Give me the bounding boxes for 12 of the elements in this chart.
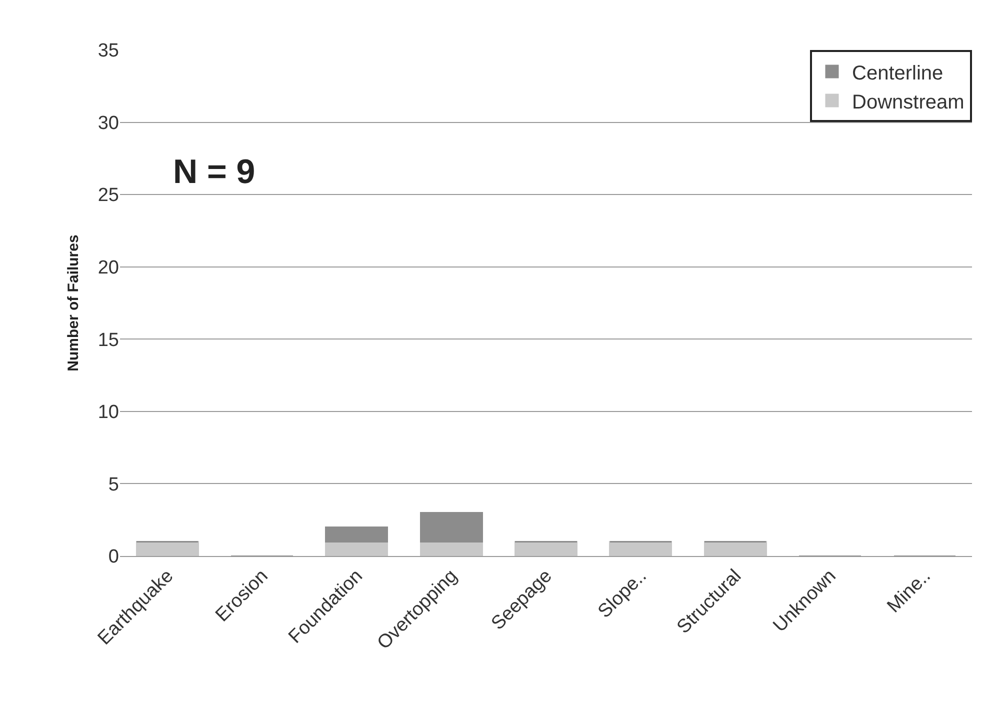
y-tick-label: 35 [98, 40, 119, 62]
legend-label: Centerline [852, 62, 944, 84]
y-tick-label: 20 [98, 258, 119, 279]
y-tick-label: 30 [98, 112, 119, 134]
y-axis-title: Number of Failures [65, 234, 82, 372]
y-tick-label: 10 [98, 402, 119, 424]
legend-label: Downstream [852, 91, 964, 114]
y-tick-label: 0 [108, 546, 119, 568]
y-tick-label: 5 [108, 474, 119, 496]
y-tick-label: 15 [98, 330, 119, 351]
y-tick-label: 25 [98, 185, 119, 206]
annotation: N = 9 [173, 153, 256, 191]
